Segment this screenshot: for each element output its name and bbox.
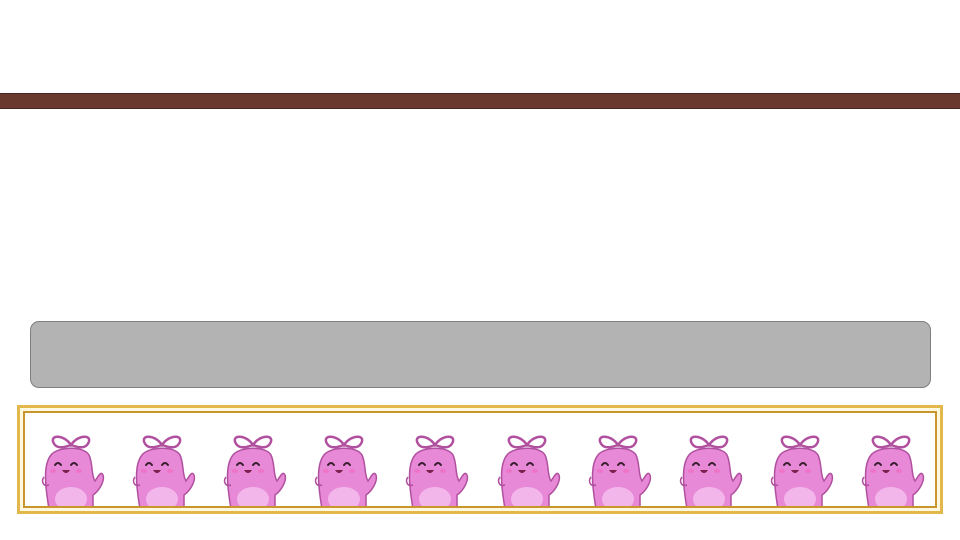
pink-mascot-icon xyxy=(399,425,469,506)
pink-mascot-icon xyxy=(673,425,743,506)
pink-mascot-icon xyxy=(35,425,105,506)
pink-mascot-icon xyxy=(217,425,287,506)
pink-mascot-icon xyxy=(764,425,834,506)
pink-mascot-icon xyxy=(491,425,561,506)
mascot-row xyxy=(35,425,925,506)
pink-mascot-icon xyxy=(855,425,925,506)
pink-mascot-icon xyxy=(308,425,378,506)
pink-mascot-icon xyxy=(126,425,196,506)
title-band xyxy=(0,93,960,109)
text-box xyxy=(30,321,931,388)
decorative-frame-inner xyxy=(23,411,937,508)
decorative-frame xyxy=(17,405,943,514)
pink-mascot-icon xyxy=(582,425,652,506)
